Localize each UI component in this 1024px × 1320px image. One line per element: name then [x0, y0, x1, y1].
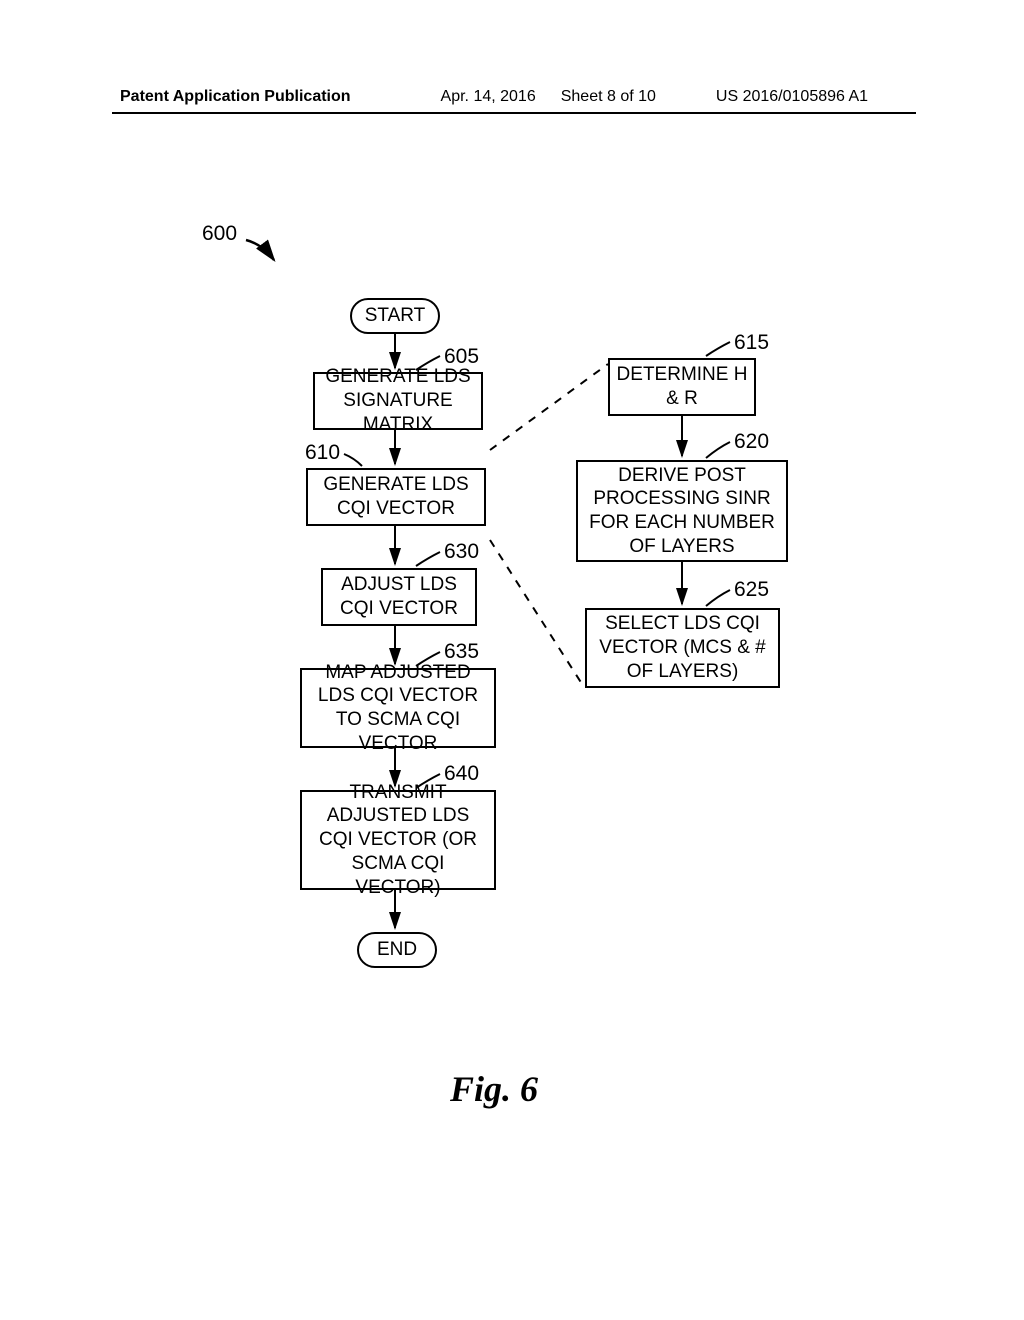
- figure-caption: Fig. 6: [450, 1068, 538, 1110]
- flowchart-diagram: 600 START GENERATE LDS SIGNATURE MATRIX …: [0, 0, 1024, 1320]
- connector-svg: [0, 0, 1024, 1320]
